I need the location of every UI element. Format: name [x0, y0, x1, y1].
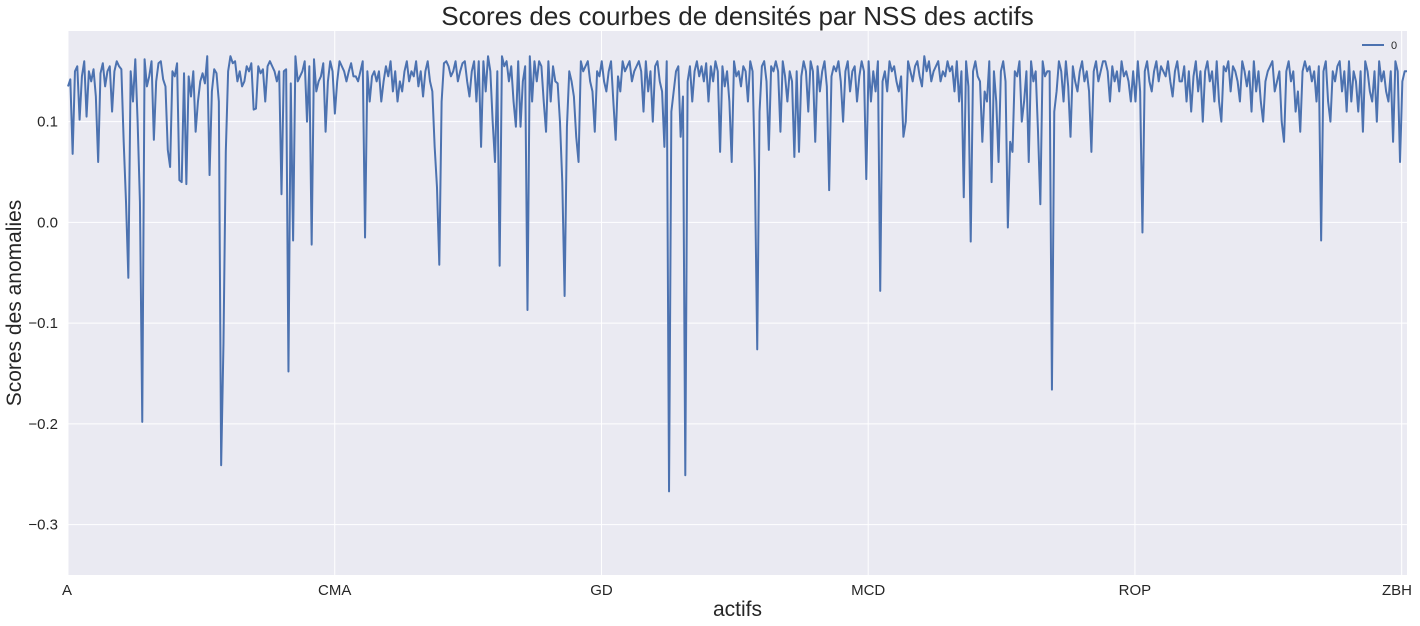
- y-tick-label: −0.1: [28, 315, 58, 332]
- x-tick-label: CMA: [318, 582, 351, 599]
- legend: 0: [1362, 40, 1397, 52]
- series-line-0: [67, 55, 1407, 493]
- x-axis-ticks: A CMA GD MCD ROP ZBH: [62, 582, 1412, 599]
- x-tick-label: MCD: [851, 582, 885, 599]
- chart-title: Scores des courbes de densités par NSS d…: [441, 1, 1034, 31]
- x-tick-label: A: [62, 582, 72, 599]
- x-axis-label: actifs: [713, 598, 762, 621]
- x-tick-label: ROP: [1119, 582, 1152, 599]
- x-tick-label: GD: [590, 582, 613, 599]
- legend-label-0: 0: [1391, 40, 1397, 52]
- y-tick-label: 0.1: [37, 114, 58, 131]
- y-axis-ticks: −0.3 −0.2 −0.1 0.0 0.1: [28, 114, 58, 534]
- plot-area: [68, 31, 1407, 575]
- y-tick-label: −0.2: [28, 416, 58, 433]
- y-axis-label: Scores des anomalies: [3, 200, 26, 407]
- y-tick-label: −0.3: [28, 517, 58, 534]
- y-tick-label: 0.0: [37, 214, 58, 231]
- x-tick-label: ZBH: [1382, 582, 1412, 599]
